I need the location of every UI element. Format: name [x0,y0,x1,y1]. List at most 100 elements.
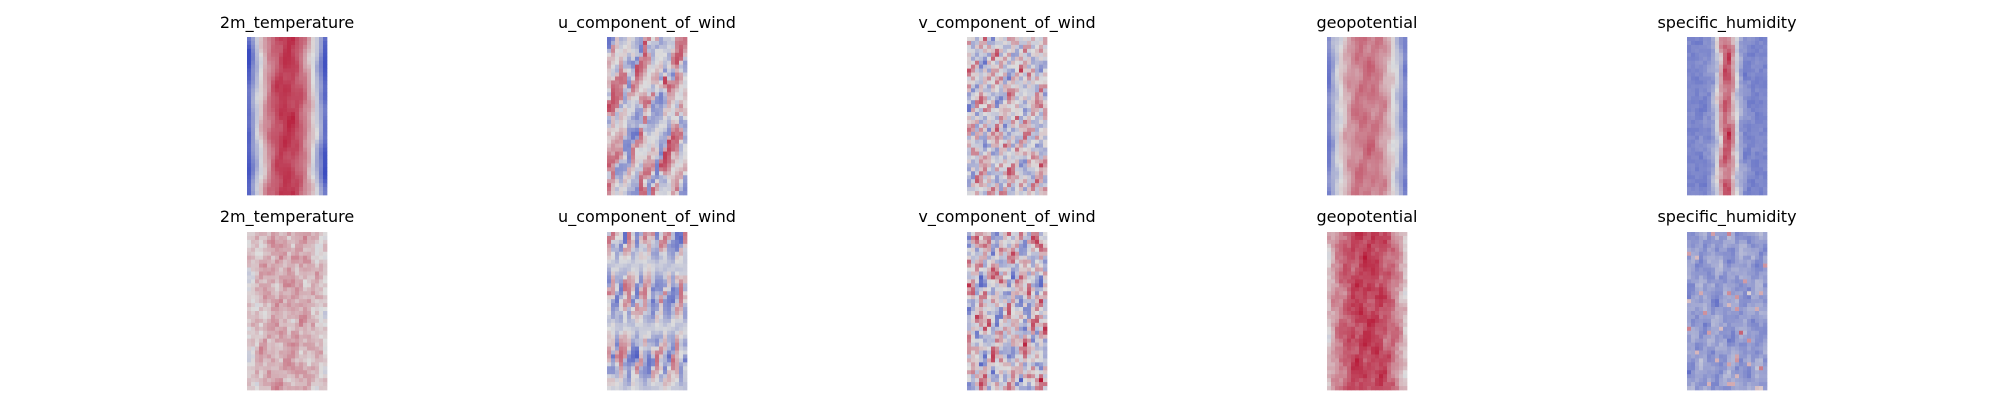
heatmap-cell [1715,100,1720,105]
heatmap-cell [279,255,284,260]
heatmap-cell [983,37,988,42]
heatmap-cell [279,116,284,121]
heatmap-cell [983,40,988,46]
heatmap-cell [303,187,308,192]
heatmap-cell [999,116,1004,121]
heatmap-cell [303,155,308,160]
heatmap-cell [1003,68,1008,73]
heatmap-cell [271,279,276,284]
heatmap-cell [967,80,972,85]
heatmap-cell [987,175,992,180]
heatmap-cell [1035,135,1040,141]
heatmap-cell [307,112,312,117]
heatmap-cell [259,342,264,347]
heatmap-cell [1339,151,1344,156]
heatmap-cell [979,48,984,54]
heatmap-cell [1719,80,1724,85]
heatmap-cell [611,44,616,50]
heatmap-cell [1015,171,1020,176]
heatmap-cell [995,76,1000,81]
heatmap-cell [659,171,664,176]
heatmap-cell [1391,37,1396,42]
heatmap-cell [1347,183,1352,188]
heatmap-cell [651,143,656,148]
heatmap-cell [267,191,272,196]
heatmap-cell [627,143,632,148]
heatmap-cell [1763,112,1768,117]
heatmap-cell [1387,139,1392,144]
heatmap-cell [275,287,280,292]
heatmap-cell [1007,135,1012,141]
heatmap-cell [311,40,316,46]
heatmap-cell [275,366,280,371]
heatmap-cell [291,259,296,264]
heatmap-cell [635,96,640,101]
heatmap-cell [631,123,636,129]
heatmap-cell [263,191,268,196]
heatmap-cell [307,243,312,249]
heatmap-cell [323,299,328,304]
heatmap-cell [259,147,264,152]
heatmap-cell [659,167,664,172]
heatmap-cell [251,354,256,359]
heatmap-cell [1011,76,1016,81]
heatmap-cell [1035,108,1040,113]
heatmap-cell [647,68,652,73]
heatmap-cell [1759,104,1764,109]
heatmap-cell [659,72,664,77]
heatmap-cell [619,123,624,129]
heatmap-image [1327,37,1408,196]
heatmap-cell [1359,76,1364,81]
heatmap-cell [639,52,644,58]
heatmap-cell [1711,116,1716,121]
heatmap-cell [1691,143,1696,148]
heatmap-cell [323,123,328,129]
heatmap-cell [319,247,324,253]
heatmap-cell [671,116,676,121]
heatmap-cell [623,127,628,133]
heatmap-cell [1687,171,1692,176]
heatmap-cell [319,80,324,85]
heatmap-cell [1351,187,1356,192]
heatmap-cell [1719,127,1724,133]
heatmap-cell [263,346,268,351]
heatmap-cell [683,92,688,97]
heatmap-cell [1035,96,1040,101]
heatmap-cell [683,52,688,58]
heatmap-cell [1703,183,1708,188]
heatmap-cell [1359,155,1364,160]
heatmap-cell [1735,179,1740,184]
heatmap-cell [303,275,308,280]
heatmap-cell [255,92,260,97]
heatmap-cell [1343,80,1348,85]
heatmap-cell [263,183,268,188]
heatmap-cell [1715,187,1720,192]
heatmap-cell [263,48,268,54]
heatmap-cell [267,279,272,284]
heatmap-cell [631,100,636,105]
heatmap-cell [251,303,256,308]
heatmap-cell [1007,123,1012,129]
heatmap-cell [671,104,676,109]
heatmap-cell [295,251,300,257]
heatmap-cell [251,299,256,304]
heatmap-cell [627,179,632,184]
heatmap-cell [1339,80,1344,85]
heatmap-cell [971,56,976,62]
heatmap-cell [291,40,296,46]
heatmap-cell [1335,37,1340,42]
heatmap-cell [299,362,304,367]
heatmap-cell [267,235,272,241]
heatmap-cell [683,187,688,192]
heatmap-cell [1387,92,1392,97]
heatmap-cell [1763,116,1768,121]
heatmap-cell [259,163,264,168]
heatmap-cell [1763,56,1768,62]
heatmap-cell [1703,104,1708,109]
heatmap-cell [1011,127,1016,133]
heatmap-cell [1699,44,1704,50]
heatmap-cell [647,84,652,89]
heatmap-cell [1363,40,1368,46]
heatmap-cell [259,366,264,371]
heatmap-cell [291,84,296,89]
